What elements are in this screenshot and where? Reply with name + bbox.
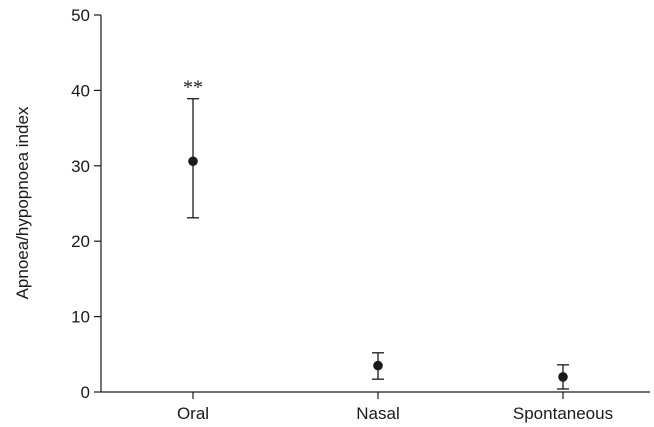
data-point-oral: [188, 156, 198, 167]
y-tick-label-10: 10: [71, 308, 90, 327]
x-tick-label-nasal: Nasal: [356, 404, 399, 423]
y-tick-label-30: 30: [71, 157, 90, 176]
data-point-spontaneous: [558, 372, 568, 382]
y-axis: 0 10 20 30 40 50: [71, 6, 102, 402]
x-tick-label-oral: Oral: [177, 404, 209, 423]
y-tick-label-50: 50: [71, 6, 90, 25]
data-point-nasal: [373, 360, 383, 371]
x-tick-label-spontaneous: Spontaneous: [513, 404, 613, 423]
significance-annotation: **: [183, 77, 203, 99]
x-axis: Oral Nasal Spontaneous: [101, 391, 650, 423]
y-tick-label-40: 40: [71, 81, 90, 100]
y-tick-label-0: 0: [81, 383, 90, 402]
y-axis-title: Apnoea/hypopnoea index: [13, 106, 32, 299]
y-tick-label-20: 20: [71, 232, 90, 251]
